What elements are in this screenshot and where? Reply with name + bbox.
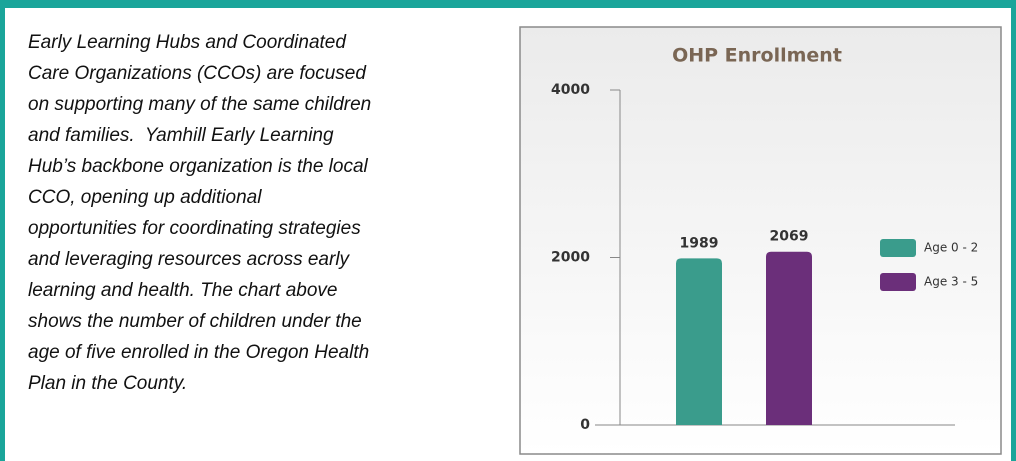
text-line: age of five enrolled in the Oregon Healt…	[28, 342, 370, 363]
chart-box	[519, 26, 1002, 455]
y-tick-label: 2000	[551, 250, 590, 266]
text-line: and leveraging resources across early	[28, 249, 350, 270]
text-line: shows the number of children under the	[28, 311, 362, 332]
text-line: on supporting many of the same children	[28, 94, 372, 115]
legend-label: Age 0 - 2	[924, 241, 978, 255]
paragraph: Early Learning Hubs and Coordinated Care …	[28, 27, 371, 399]
text-line: Plan in the County.	[28, 373, 188, 394]
text-line: Early Learning Hubs and Coordinated	[28, 32, 346, 53]
text-line: Hub’s backbone organization is the local	[28, 156, 368, 177]
text-line: opportunities for coordinating strategie…	[28, 218, 361, 239]
bar	[676, 258, 722, 425]
legend-label: Age 3 - 5	[924, 275, 978, 289]
text-line: CCO, opening up additional	[28, 187, 262, 208]
legend-swatch	[880, 239, 916, 257]
data-label: 2069	[770, 229, 809, 245]
bar	[766, 251, 812, 425]
legend-swatch	[880, 273, 916, 291]
y-tick-label: 0	[580, 417, 590, 433]
y-tick-label: 4000	[551, 82, 590, 98]
text-line: and families. Yamhill Early Learning	[28, 125, 334, 146]
chart-title: OHP Enrollment	[672, 45, 842, 67]
text-line: Care Organizations (CCOs) are focused	[28, 63, 366, 84]
data-label: 1989	[680, 235, 719, 251]
text-line: learning and health. The chart above	[28, 280, 338, 301]
